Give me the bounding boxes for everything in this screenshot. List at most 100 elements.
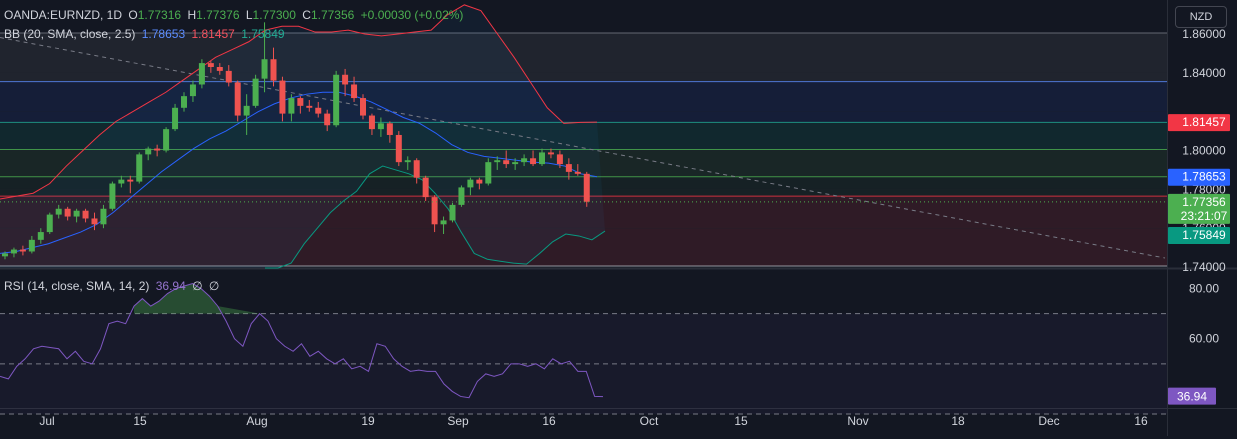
- candle-body: [109, 183, 116, 209]
- low-value: 1.77300: [252, 8, 296, 22]
- candle-body: [163, 129, 170, 151]
- candle-body: [547, 152, 554, 155]
- main-pane: [0, 0, 1167, 268]
- candle-body: [565, 164, 572, 172]
- rsi-overbought-fill: [134, 283, 260, 314]
- time-tick-label: Jul: [39, 414, 54, 428]
- rsi-legend: RSI (14, close, SMA, 14, 2) 36.94 ∅ ∅: [4, 279, 222, 293]
- rsi-value-tag: 36.94: [1177, 390, 1207, 404]
- close-label: C: [302, 8, 311, 22]
- candle-body: [458, 187, 465, 205]
- candle-body: [2, 253, 8, 257]
- candle-body: [413, 160, 420, 178]
- candle-body: [207, 63, 214, 67]
- last-price-tag-bg: [1168, 193, 1230, 224]
- candle-body: [55, 208, 62, 215]
- candle-body: [333, 74, 340, 126]
- rsi-ma-value: ∅: [192, 279, 203, 293]
- bb-upper-value: 1.81457: [191, 27, 235, 41]
- level-zone: [0, 33, 1167, 82]
- candle-body: [19, 249, 26, 252]
- price-tick-label: 1.84000: [1182, 66, 1226, 80]
- candle-body: [583, 173, 590, 202]
- level-zone: [0, 149, 1167, 177]
- bb-upper-line: [0, 4, 598, 200]
- lower-band-tag: 1.75849: [1182, 228, 1226, 242]
- candle-body: [324, 113, 331, 126]
- rsi-tick-label: 80.00: [1189, 282, 1219, 296]
- candle-body: [440, 220, 447, 225]
- candle-body: [360, 98, 366, 116]
- candle-body: [539, 152, 545, 165]
- candle-body: [154, 148, 161, 151]
- currency-button[interactable]: NZD: [1175, 6, 1227, 28]
- bb-basis-value: 1.78653: [141, 27, 186, 41]
- candle-body: [198, 63, 205, 85]
- time-tick-label: Dec: [1038, 414, 1059, 428]
- rsi-value: 36.94: [155, 279, 186, 293]
- candle-body: [395, 134, 402, 163]
- ohlc-legend: OANDA:EURNZD, 1D O1.77316 H1.77376 L1.77…: [4, 8, 466, 22]
- candle-body: [288, 98, 295, 114]
- lower-band-tag-bg: [1168, 226, 1230, 244]
- candle-body: [342, 74, 349, 85]
- candle-body: [530, 158, 537, 165]
- rsi-extra-value: ∅: [208, 279, 220, 293]
- rsi-pane: [0, 270, 1167, 408]
- price-tick-label: 1.74000: [1182, 260, 1226, 274]
- open-value: 1.77316: [137, 8, 182, 22]
- last-price-tag: 1.77356: [1182, 195, 1226, 209]
- time-tick-label: 18: [951, 414, 965, 428]
- bb-background: [0, 4, 605, 269]
- open-label: O: [128, 8, 138, 22]
- upper-band-tag: 1.81457: [1182, 115, 1226, 129]
- time-tick-label: 15: [133, 414, 147, 428]
- high-value: 1.77376: [196, 8, 240, 22]
- candle-body: [181, 96, 187, 108]
- candle-body: [225, 70, 232, 83]
- level-zone: [0, 196, 1167, 267]
- candle-body: [91, 218, 98, 225]
- time-tick-label: 19: [361, 414, 375, 428]
- candle-body: [145, 148, 152, 155]
- level-zone: [0, 176, 1167, 197]
- upper-band-tag-bg: [1168, 114, 1230, 132]
- candle-body: [136, 154, 143, 182]
- candle-body: [521, 158, 528, 163]
- close-value: 1.77356: [310, 8, 355, 22]
- time-tick-label: 16: [542, 414, 556, 428]
- time-tick-label: 16: [1134, 414, 1148, 428]
- candle-body: [28, 239, 35, 252]
- candle-body: [243, 105, 250, 116]
- candle-body: [556, 154, 563, 165]
- bb-lower-line: [265, 165, 606, 269]
- candle-body: [306, 105, 313, 108]
- candle-body: [494, 160, 501, 163]
- change-value: +0.00030 (+0.02%): [360, 8, 464, 22]
- candle-body: [449, 204, 456, 221]
- basis-tag: 1.78653: [1182, 170, 1226, 184]
- time-tick-label: Oct: [640, 414, 659, 428]
- price-tick-label: 1.80000: [1182, 144, 1226, 158]
- candle-body: [261, 59, 268, 79]
- low-label: L: [245, 8, 253, 22]
- symbol-label[interactable]: OANDA:EURNZD, 1D: [4, 8, 123, 22]
- candle-body: [127, 179, 134, 182]
- candle-body: [82, 210, 89, 219]
- bb-legend: BB (20, SMA, close, 2.5) 1.78653 1.81457…: [4, 27, 288, 41]
- time-tick-label: Nov: [847, 414, 868, 428]
- bb-label[interactable]: BB (20, SMA, close, 2.5): [4, 27, 136, 41]
- candle-body: [234, 82, 241, 116]
- high-label: H: [187, 8, 197, 22]
- last-price-tag-countdown: 23:21:07: [1181, 209, 1228, 223]
- candle-body: [189, 84, 196, 97]
- candle-body: [100, 208, 107, 225]
- price-tick-label: 1.78000: [1182, 182, 1226, 196]
- level-zone: [0, 122, 1167, 150]
- time-tick-label: Aug: [246, 414, 267, 428]
- candle-body: [118, 179, 125, 184]
- rsi-label[interactable]: RSI (14, close, SMA, 14, 2): [4, 279, 150, 293]
- candle-body: [252, 78, 259, 106]
